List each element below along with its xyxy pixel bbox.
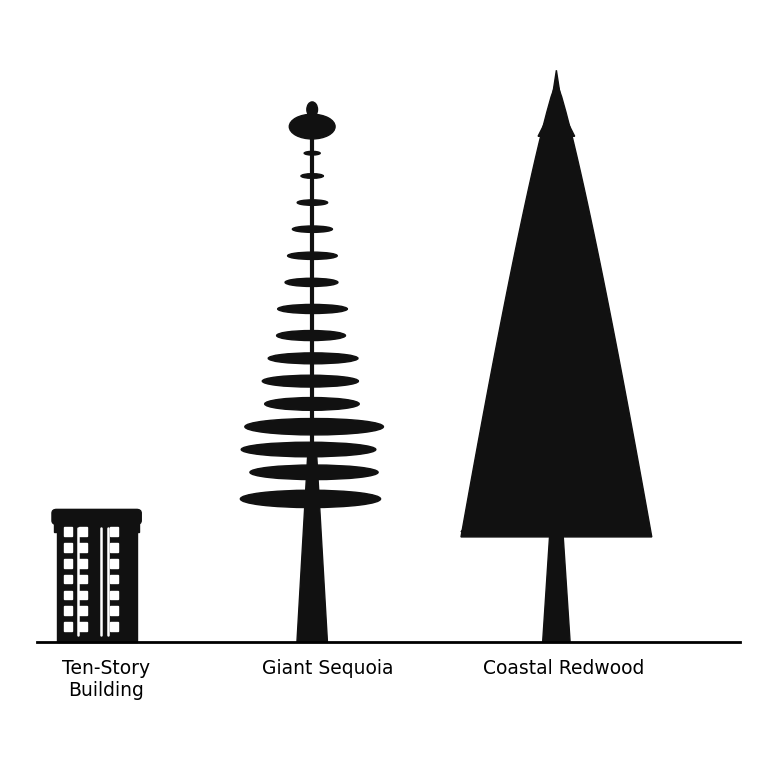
Ellipse shape xyxy=(289,114,335,139)
Ellipse shape xyxy=(277,304,347,314)
Polygon shape xyxy=(560,512,646,532)
Polygon shape xyxy=(560,376,618,395)
Polygon shape xyxy=(560,403,623,422)
Polygon shape xyxy=(560,266,592,286)
Ellipse shape xyxy=(245,419,383,435)
Ellipse shape xyxy=(307,102,318,117)
Polygon shape xyxy=(506,321,552,341)
Bar xyxy=(110,591,117,599)
Bar xyxy=(110,575,117,584)
Polygon shape xyxy=(480,430,552,450)
Polygon shape xyxy=(535,184,552,204)
Polygon shape xyxy=(461,512,552,532)
Polygon shape xyxy=(560,239,587,259)
Polygon shape xyxy=(524,239,552,259)
Polygon shape xyxy=(549,70,563,118)
Text: Coastal Redwood: Coastal Redwood xyxy=(483,660,645,678)
Bar xyxy=(110,527,117,537)
Polygon shape xyxy=(560,112,563,131)
Bar xyxy=(79,575,87,584)
Ellipse shape xyxy=(250,465,378,479)
Bar xyxy=(57,521,137,642)
Polygon shape xyxy=(539,157,552,177)
Polygon shape xyxy=(560,212,581,231)
Ellipse shape xyxy=(287,252,337,260)
Ellipse shape xyxy=(263,375,358,387)
Bar xyxy=(110,622,117,631)
Polygon shape xyxy=(560,134,568,154)
Ellipse shape xyxy=(265,397,359,410)
Polygon shape xyxy=(297,443,327,642)
Ellipse shape xyxy=(292,226,333,232)
Polygon shape xyxy=(538,109,575,136)
Bar xyxy=(110,559,117,568)
Ellipse shape xyxy=(240,490,381,508)
Polygon shape xyxy=(493,376,552,395)
Bar xyxy=(79,543,87,552)
Polygon shape xyxy=(549,112,552,131)
Polygon shape xyxy=(544,134,552,154)
Polygon shape xyxy=(513,294,552,314)
Ellipse shape xyxy=(268,353,358,364)
Polygon shape xyxy=(560,294,598,314)
Polygon shape xyxy=(518,266,552,286)
Polygon shape xyxy=(560,485,640,505)
Polygon shape xyxy=(486,403,552,422)
Polygon shape xyxy=(560,349,611,368)
Ellipse shape xyxy=(277,330,346,341)
Polygon shape xyxy=(560,157,572,177)
Bar xyxy=(79,527,87,537)
Polygon shape xyxy=(499,349,552,368)
Polygon shape xyxy=(474,457,552,477)
Bar xyxy=(54,514,139,532)
Bar xyxy=(64,527,71,537)
Ellipse shape xyxy=(304,151,320,155)
Bar xyxy=(64,575,71,584)
Bar xyxy=(79,591,87,599)
Polygon shape xyxy=(469,485,552,505)
Bar xyxy=(64,559,71,568)
Bar xyxy=(110,607,117,615)
Polygon shape xyxy=(560,184,577,204)
Ellipse shape xyxy=(301,174,323,178)
Polygon shape xyxy=(542,502,570,642)
Ellipse shape xyxy=(241,442,376,457)
Polygon shape xyxy=(560,430,629,450)
Polygon shape xyxy=(560,457,634,477)
Bar xyxy=(79,607,87,615)
Bar xyxy=(64,607,71,615)
Bar xyxy=(79,622,87,631)
Bar xyxy=(79,559,87,568)
Polygon shape xyxy=(542,127,570,148)
Polygon shape xyxy=(530,212,552,231)
Ellipse shape xyxy=(297,200,328,205)
FancyBboxPatch shape xyxy=(52,509,141,524)
Polygon shape xyxy=(461,81,652,537)
Ellipse shape xyxy=(285,279,338,286)
Bar xyxy=(64,543,71,552)
Bar xyxy=(64,591,71,599)
Text: Giant Sequoia: Giant Sequoia xyxy=(262,660,393,678)
Polygon shape xyxy=(560,321,605,341)
Text: Ten-Story
Building: Ten-Story Building xyxy=(62,660,150,700)
Bar xyxy=(110,543,117,552)
Bar xyxy=(64,622,71,631)
